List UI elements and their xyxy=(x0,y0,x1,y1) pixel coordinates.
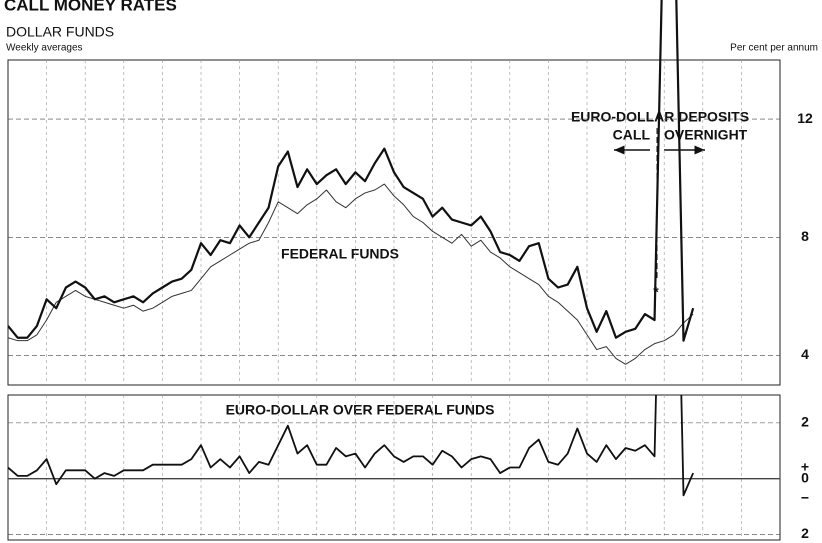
subtitle: DOLLAR FUNDS xyxy=(6,24,114,40)
sign-label: − xyxy=(801,490,809,506)
chart-title: CALL MONEY RATES xyxy=(4,0,177,14)
data-line xyxy=(8,0,695,342)
y-tick-label: 8 xyxy=(801,228,809,244)
annotation: OVERNIGHT xyxy=(664,127,748,143)
y-tick-label: 2 xyxy=(801,525,809,541)
y-tick-label: 2 xyxy=(801,414,809,430)
note: Weekly averages xyxy=(6,43,83,54)
y-tick-label: 12 xyxy=(797,110,813,126)
series-label: FEDERAL FUNDS xyxy=(281,246,399,262)
data-line xyxy=(8,395,694,497)
data-line xyxy=(8,183,694,365)
y-tick-label: 0 xyxy=(801,469,809,485)
y-tick-label: 4 xyxy=(801,346,809,362)
panel-title: EURO-DOLLAR OVER FEDERAL FUNDS xyxy=(226,402,495,418)
sign-label: + xyxy=(801,459,809,475)
annotation: CALL xyxy=(613,127,651,143)
y-axis-label: Per cent per annum xyxy=(730,43,818,54)
